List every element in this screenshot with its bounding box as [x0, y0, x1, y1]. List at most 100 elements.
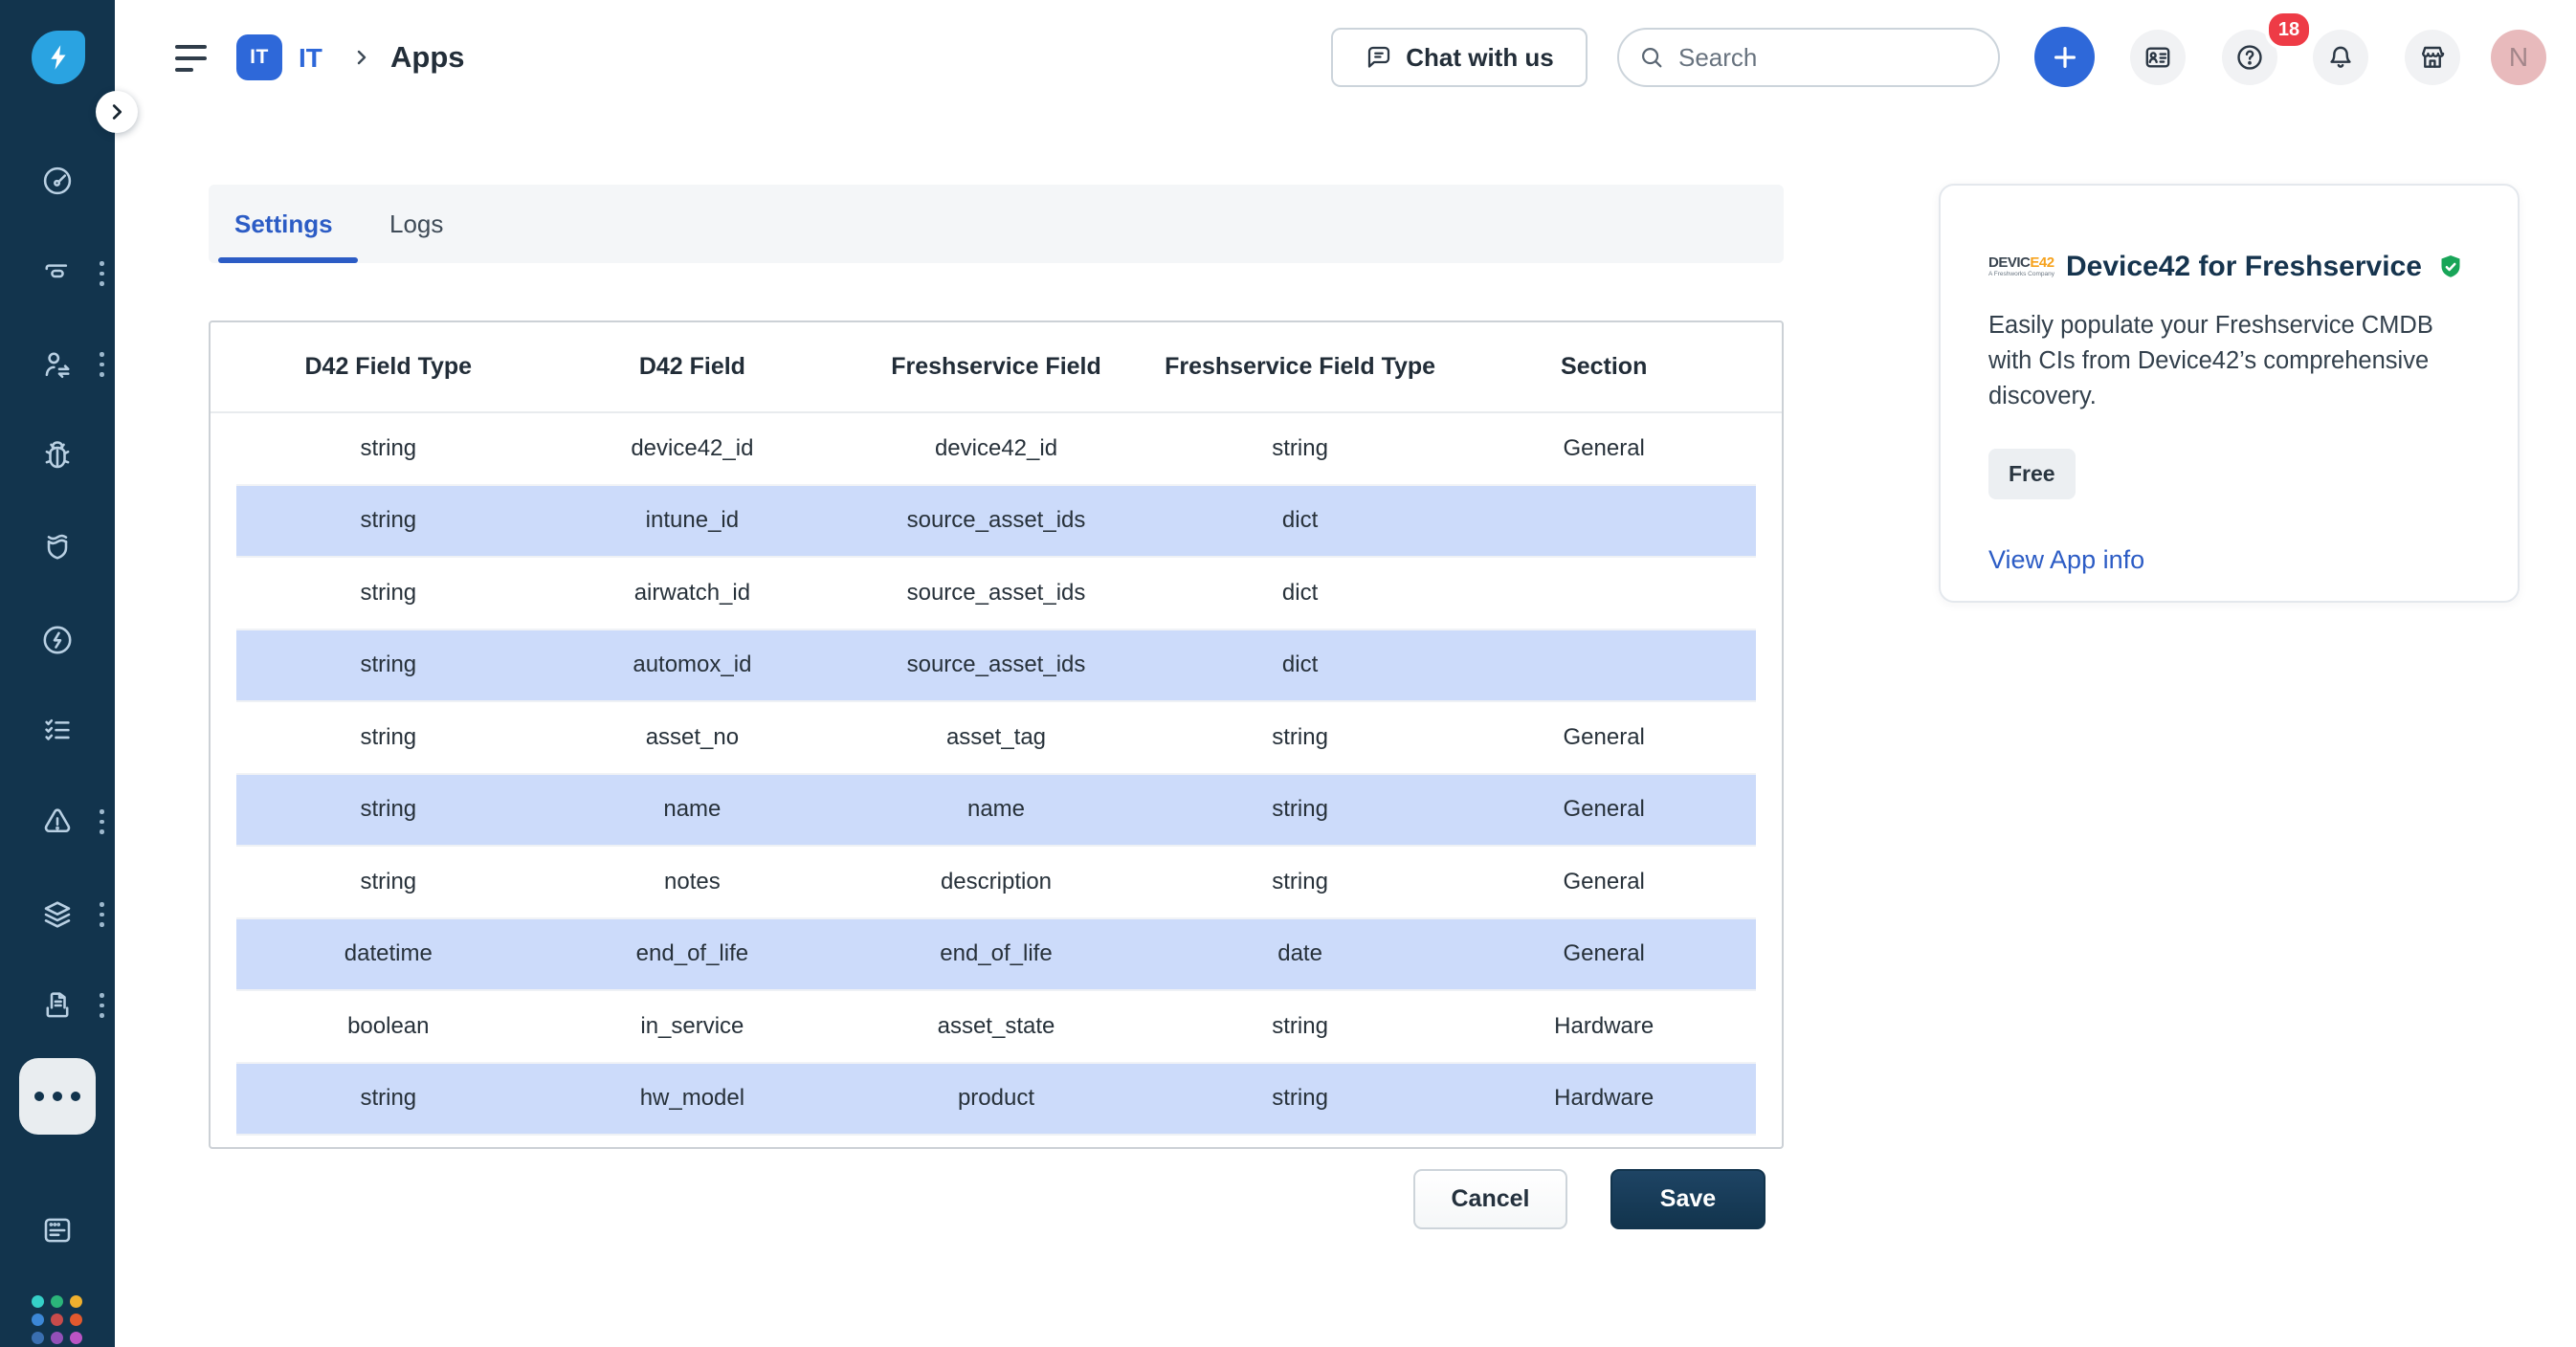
table-cell: dict	[1281, 507, 1319, 534]
table-cell: string	[1272, 1085, 1328, 1112]
table-row[interactable]: string intune_id source_asset_ids dict	[236, 485, 1756, 558]
column-header: Section	[1561, 353, 1648, 380]
search-input[interactable]	[1677, 41, 1958, 74]
table-row[interactable]: boolean in_service asset_state string Hardwa…	[236, 991, 1756, 1064]
table-row[interactable]: string asset_no asset_tag string General	[236, 702, 1756, 775]
requesters-kebab-menu-icon[interactable]	[100, 352, 104, 383]
alerts-kebab-menu-icon[interactable]	[100, 809, 104, 840]
table-cell: string	[1272, 868, 1328, 894]
alert-triangle-icon	[44, 808, 71, 833]
sidebar-item-alerts[interactable]	[0, 805, 115, 839]
sidebar-item-changes[interactable]	[0, 529, 115, 563]
table-cell: device42_id	[934, 434, 1058, 461]
sidebar-item-tasks[interactable]	[0, 713, 115, 747]
table-cell: hw_model	[639, 1085, 745, 1112]
breadcrumb-app-link[interactable]: IT	[299, 43, 322, 73]
marketplace-button[interactable]	[2405, 30, 2460, 85]
hamburger-menu-icon[interactable]	[175, 45, 208, 79]
column-header: D42 Field	[638, 353, 745, 380]
checklist-icon	[45, 718, 70, 740]
chat-with-us-button[interactable]: Chat with us	[1331, 28, 1588, 87]
table-cell: end_of_life	[635, 940, 749, 967]
table-cell: General	[1563, 868, 1645, 894]
save-button[interactable]: Save	[1610, 1169, 1765, 1229]
table-cell: string	[360, 796, 417, 823]
table-cell: string	[360, 1085, 417, 1112]
search-icon	[1642, 48, 1662, 68]
tab-settings[interactable]: Settings	[234, 209, 333, 238]
table-cell: device42_id	[631, 434, 754, 461]
table-cell: string	[1272, 723, 1328, 750]
browser-window-icon	[44, 1218, 71, 1243]
table-row[interactable]: string notes description string General	[236, 847, 1756, 919]
chat-bubble-icon	[1368, 46, 1390, 68]
workspace-badge[interactable]: IT	[236, 34, 282, 80]
id-card-icon	[2145, 47, 2170, 68]
table-cell: string	[360, 579, 417, 606]
table-cell: string	[1272, 1012, 1328, 1039]
assets-kebab-menu-icon[interactable]	[100, 902, 104, 933]
sidebar-item-solutions[interactable]	[0, 988, 115, 1023]
view-app-info-link[interactable]: View App info	[1988, 545, 2145, 574]
table-cell: source_asset_ids	[906, 651, 1086, 678]
table-cell: string	[360, 868, 417, 894]
app-title: Device42 for Freshservice	[2066, 251, 2422, 282]
table-cell: string	[360, 723, 417, 750]
column-header: D42 Field Type	[304, 353, 473, 380]
new-item-button[interactable]	[2034, 27, 2095, 87]
sidebar-item-dashboard[interactable]	[0, 164, 115, 198]
sidebar-collapse-button[interactable]	[96, 91, 138, 133]
table-cell: boolean	[347, 1012, 430, 1039]
sidebar-item-requesters[interactable]	[0, 347, 115, 382]
table-cell: General	[1563, 723, 1645, 750]
ticket-icon	[45, 264, 68, 278]
solutions-kebab-menu-icon[interactable]	[100, 993, 104, 1024]
table-cell: end_of_life	[940, 940, 1053, 967]
table-cell: dict	[1281, 651, 1319, 678]
sidebar-item-more-active[interactable]	[19, 1058, 96, 1135]
sidebar-item-tickets[interactable]	[0, 256, 115, 291]
cancel-button[interactable]: Cancel	[1413, 1169, 1567, 1229]
bell-icon	[2330, 46, 2351, 68]
help-notification-badge: 18	[2265, 10, 2313, 50]
bug-icon	[45, 441, 70, 469]
document-tray-icon	[46, 992, 69, 1018]
verified-shield-icon	[2441, 255, 2460, 277]
table-row[interactable]: string device42_id device42_id string Genera…	[236, 413, 1756, 486]
table-row[interactable]: string name name string General	[236, 774, 1756, 847]
app-info-card: DEVICE42 A Freshworks Company Device42 f…	[1939, 184, 2520, 603]
freshservice-logo-icon[interactable]	[32, 31, 85, 84]
breadcrumb-page-title: Apps	[390, 40, 465, 74]
search-box[interactable]	[1617, 28, 2000, 87]
sidebar-item-admin[interactable]	[0, 1213, 115, 1248]
table-cell: string	[360, 507, 417, 534]
contacts-button[interactable]	[2130, 30, 2186, 85]
notifications-button[interactable]	[2313, 30, 2368, 85]
app-switcher-grid-icon[interactable]	[32, 1295, 83, 1344]
table-cell: date	[1277, 940, 1322, 967]
table-cell: asset_no	[645, 723, 740, 750]
tickets-kebab-menu-icon[interactable]	[100, 261, 104, 292]
table-cell: Hardware	[1554, 1012, 1654, 1039]
tab-logs[interactable]: Logs	[389, 209, 444, 238]
sidebar-item-oncall[interactable]	[0, 623, 115, 657]
top-bar: IT IT Apps Chat with us 18 N	[115, 0, 2576, 115]
sidebar-item-assets[interactable]	[0, 897, 115, 932]
speedometer-icon	[43, 166, 72, 195]
table-cell: in_service	[640, 1012, 744, 1039]
user-avatar[interactable]: N	[2491, 30, 2546, 85]
table-row[interactable]: string automox_id source_asset_ids dict	[236, 629, 1756, 702]
plan-badge: Free	[1988, 449, 2076, 499]
table-cell: intune_id	[645, 507, 740, 534]
column-header: Freshservice Field Type	[1165, 353, 1436, 380]
table-row[interactable]: datetime end_of_life end_of_life date Genera…	[236, 918, 1756, 991]
app-description: Easily populate your Freshservice CMDB w…	[1988, 312, 2433, 409]
table-cell: notes	[664, 868, 721, 894]
table-cell: string	[360, 651, 417, 678]
table-cell: string	[360, 434, 417, 461]
table-row[interactable]: string hw_model product string Hardware	[236, 1063, 1756, 1136]
sidebar-item-problems[interactable]	[0, 438, 115, 473]
table-row[interactable]: string airwatch_id source_asset_ids dict	[236, 558, 1756, 630]
table-cell: string	[1272, 796, 1328, 823]
table-cell: datetime	[344, 940, 433, 967]
